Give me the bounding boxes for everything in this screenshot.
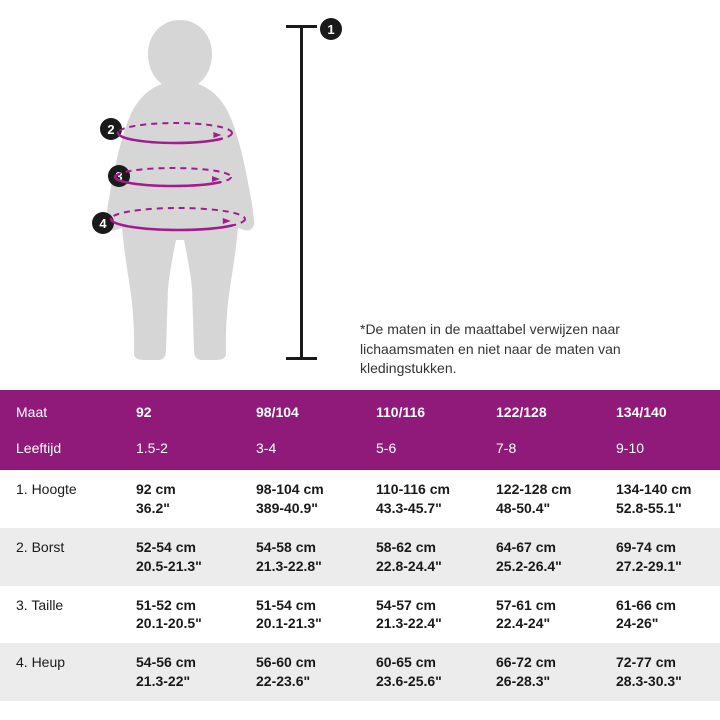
header-age-3: 7-8 — [480, 430, 600, 470]
header-size-label: Maat — [0, 390, 120, 430]
row-label: 2. Borst — [0, 528, 120, 586]
header-size-3: 122/128 — [480, 390, 600, 430]
child-silhouette — [90, 20, 270, 360]
height-bar-top-cap — [286, 25, 317, 28]
cell: 54-57 cm21.3-22.4" — [360, 586, 480, 644]
header-age-1: 3-4 — [240, 430, 360, 470]
cell: 66-72 cm26-28.3" — [480, 643, 600, 701]
table-body: 1. Hoogte92 cm36.2"98-104 cm389-40.9"110… — [0, 470, 720, 701]
measurement-diagram: 1 2 3 4 *De maten in de maattabel verwij… — [0, 0, 720, 390]
cell: 122-128 cm48-50.4" — [480, 470, 600, 528]
footnote-text: *De maten in de maattabel verwijzen naar… — [360, 320, 650, 379]
row-label: 3. Taille — [0, 586, 120, 644]
table-row: 1. Hoogte92 cm36.2"98-104 cm389-40.9"110… — [0, 470, 720, 528]
cell: 57-61 cm22.4-24" — [480, 586, 600, 644]
cell: 58-62 cm22.8-24.4" — [360, 528, 480, 586]
row-label: 1. Hoogte — [0, 470, 120, 528]
header-age-2: 5-6 — [360, 430, 480, 470]
table-row: 3. Taille51-52 cm20.1-20.5"51-54 cm20.1-… — [0, 586, 720, 644]
cell: 98-104 cm389-40.9" — [240, 470, 360, 528]
row-label: 4. Heup — [0, 643, 120, 701]
height-bar-icon — [300, 25, 303, 360]
cell: 51-52 cm20.1-20.5" — [120, 586, 240, 644]
cell: 54-58 cm21.3-22.8" — [240, 528, 360, 586]
header-size-2: 110/116 — [360, 390, 480, 430]
cell: 54-56 cm21.3-22" — [120, 643, 240, 701]
table-header: Maat 92 98/104 110/116 122/128 134/140 L… — [0, 390, 720, 470]
badge-1: 1 — [320, 18, 342, 40]
cell: 56-60 cm22-23.6" — [240, 643, 360, 701]
cell: 69-74 cm27.2-29.1" — [600, 528, 720, 586]
cell: 92 cm36.2" — [120, 470, 240, 528]
cell: 64-67 cm25.2-26.4" — [480, 528, 600, 586]
hip-ring-icon — [108, 205, 248, 233]
size-chart-table: Maat 92 98/104 110/116 122/128 134/140 L… — [0, 390, 720, 701]
header-size-1: 98/104 — [240, 390, 360, 430]
table-row: 2. Borst52-54 cm20.5-21.3"54-58 cm21.3-2… — [0, 528, 720, 586]
chest-ring-icon — [115, 120, 235, 146]
header-age-label: Leeftijd — [0, 430, 120, 470]
header-age-0: 1.5-2 — [120, 430, 240, 470]
cell: 51-54 cm20.1-21.3" — [240, 586, 360, 644]
waist-ring-icon — [112, 165, 234, 189]
cell: 134-140 cm52.8-55.1" — [600, 470, 720, 528]
cell: 61-66 cm24-26" — [600, 586, 720, 644]
cell: 110-116 cm43.3-45.7" — [360, 470, 480, 528]
header-size-4: 134/140 — [600, 390, 720, 430]
table-row: 4. Heup54-56 cm21.3-22"56-60 cm22-23.6"6… — [0, 643, 720, 701]
header-size-0: 92 — [120, 390, 240, 430]
cell: 52-54 cm20.5-21.3" — [120, 528, 240, 586]
height-bar-bottom-cap — [286, 357, 317, 360]
cell: 72-77 cm28.3-30.3" — [600, 643, 720, 701]
cell: 60-65 cm23.6-25.6" — [360, 643, 480, 701]
header-age-4: 9-10 — [600, 430, 720, 470]
